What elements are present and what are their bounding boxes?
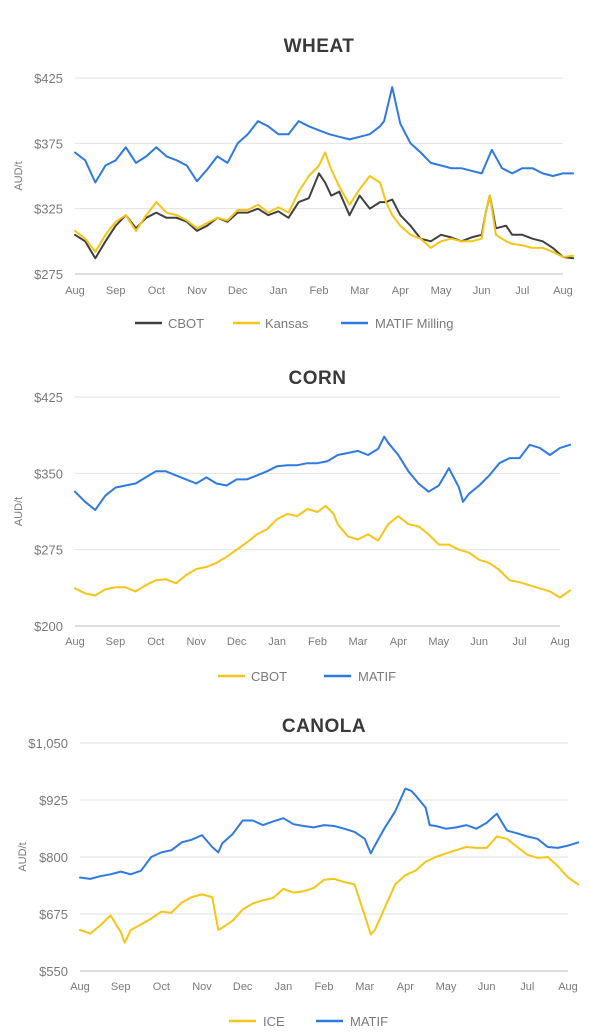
x-tick-label: Feb — [315, 981, 334, 993]
x-tick-label: Dec — [228, 285, 248, 297]
x-tick-label: Aug — [65, 285, 85, 297]
x-tick-label: Mar — [350, 285, 369, 297]
y-axis-label: AUD/t — [13, 161, 25, 190]
cbot-series-line — [74, 172, 575, 260]
y-tick-label: $200 — [34, 619, 63, 634]
x-tick-label: Apr — [390, 636, 407, 648]
wheat-chart: WHEAT $425 $375 $325 $275 AUD/t Aug Sep Oct Nov De… — [13, 36, 575, 331]
x-tick-label: Feb — [308, 636, 327, 648]
x-tick-label: Jul — [520, 981, 534, 993]
x-tick-label: Aug — [550, 636, 570, 648]
y-tick-label: $675 — [39, 907, 68, 922]
x-tick-label: May — [428, 636, 449, 648]
x-tick-label: Nov — [192, 981, 212, 993]
x-tick-label: Jan — [268, 636, 286, 648]
x-tick-label: Aug — [553, 285, 573, 297]
y-tick-label: $275 — [34, 543, 63, 558]
y-axis-label: AUD/t — [17, 842, 29, 871]
x-tick-label: Aug — [558, 981, 578, 993]
x-tick-label: Oct — [148, 285, 165, 297]
ice-series-line — [79, 835, 580, 944]
y-tick-label: $800 — [39, 850, 68, 865]
chart-title: CORN — [289, 368, 347, 389]
x-tick-label: Nov — [186, 636, 206, 648]
x-tick-label: Jul — [515, 285, 529, 297]
x-tick-label: May — [436, 981, 457, 993]
x-tick-label: Oct — [153, 981, 170, 993]
x-tick-label: Feb — [310, 285, 329, 297]
x-tick-label: Dec — [227, 636, 247, 648]
x-tick-label: Jul — [513, 636, 527, 648]
x-tick-label: Mar — [348, 636, 367, 648]
y-axis-label: AUD/t — [13, 497, 25, 526]
canola-chart: CANOLA $1,050 $925 $800 $675 $550 AUD/t Aug Sep O… — [17, 716, 580, 1029]
legend-label-matif: MATIF — [350, 1014, 388, 1029]
legend-label-kansas: Kansas — [265, 316, 309, 331]
chart-title: WHEAT — [284, 36, 355, 57]
x-tick-label: Apr — [397, 981, 414, 993]
x-tick-label: Oct — [147, 636, 164, 648]
x-tick-label: Jun — [473, 285, 491, 297]
y-tick-label: $425 — [34, 71, 63, 86]
x-tick-label: Sep — [106, 636, 126, 648]
x-tick-label: Apr — [392, 285, 409, 297]
corn-chart: CORN $425 $350 $275 $200 AUD/t Aug Sep Oct Nov Dec… — [13, 368, 572, 684]
cbot-series-line — [74, 504, 572, 599]
x-tick-label: May — [431, 285, 452, 297]
x-tick-label: Jan — [274, 981, 292, 993]
legend-label-ice: ICE — [263, 1014, 285, 1029]
legend-label-cbot: CBOT — [251, 669, 287, 684]
y-tick-label: $1,050 — [28, 736, 68, 751]
kansas-series-line — [74, 151, 575, 258]
x-tick-label: Jun — [470, 636, 488, 648]
matif-series-line — [79, 787, 580, 880]
x-tick-label: Jan — [269, 285, 287, 297]
matif-milling-series-line — [74, 86, 575, 184]
chart-title: CANOLA — [282, 716, 366, 737]
x-tick-label: Nov — [187, 285, 207, 297]
y-tick-label: $550 — [39, 964, 68, 979]
x-tick-label: Sep — [111, 981, 131, 993]
y-tick-label: $275 — [34, 267, 63, 282]
y-tick-label: $425 — [34, 390, 63, 405]
y-tick-label: $325 — [34, 202, 63, 217]
x-tick-label: Dec — [233, 981, 253, 993]
x-tick-label: Aug — [70, 981, 90, 993]
legend-label-cbot: CBOT — [168, 316, 204, 331]
y-tick-label: $350 — [34, 466, 63, 481]
x-tick-label: Mar — [355, 981, 374, 993]
x-tick-label: Aug — [65, 636, 85, 648]
legend-label-matif: MATIF — [358, 669, 396, 684]
y-tick-label: $375 — [34, 136, 63, 151]
x-tick-label: Sep — [106, 285, 126, 297]
legend-label-matif-milling: MATIF Milling — [375, 316, 453, 331]
y-tick-label: $925 — [39, 793, 68, 808]
matif-series-line — [74, 435, 572, 511]
x-tick-label: Jun — [478, 981, 496, 993]
